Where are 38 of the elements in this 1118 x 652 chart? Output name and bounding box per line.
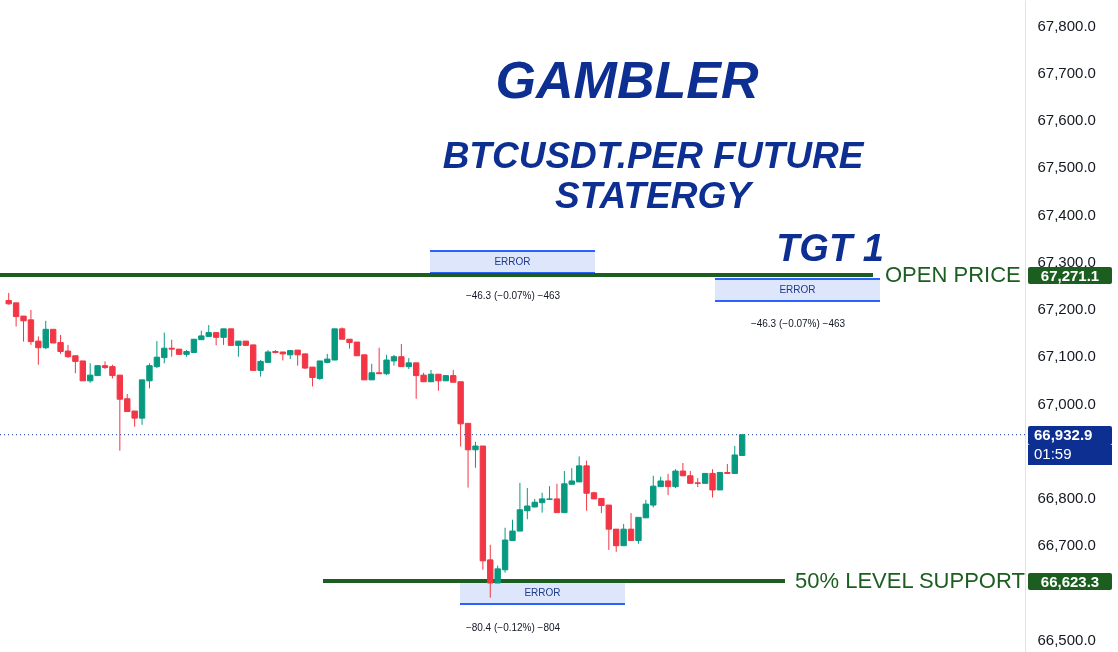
measure-box: ERROR	[430, 250, 595, 274]
candlestick	[664, 473, 672, 496]
candlestick	[398, 343, 405, 368]
y-tick-label: 67,100.0	[1037, 347, 1096, 365]
text: GAMBLER	[495, 50, 759, 110]
annotation: −80.4 (−0.12%) −804	[465, 622, 561, 633]
y-tick-label: 67,600.0	[1037, 111, 1096, 129]
y-tick-label: 67,300.0	[1037, 252, 1096, 270]
measure-box: ERROR	[460, 581, 625, 605]
annotation: TGT 1	[776, 227, 884, 270]
text: 66,623.3	[1028, 573, 1112, 591]
candlestick	[553, 483, 561, 514]
candlestick	[42, 320, 49, 350]
candlestick	[212, 332, 220, 346]
y-tick-label: 66,800.0	[1037, 489, 1096, 506]
y-tick-label: 67,200.0	[1037, 300, 1096, 318]
y-tick-label: 67,400.0	[1037, 205, 1096, 223]
candlestick	[620, 523, 627, 547]
ref-line-label: 50% LEVEL SUPPORT	[795, 567, 1025, 595]
candlestick	[472, 441, 479, 469]
y-tick-label: 67,800.0	[1037, 16, 1096, 34]
text: BTCUSDT.PER FUTURE STATERGY	[441, 135, 866, 216]
ref-line-label: OPEN PRICE	[885, 260, 1021, 289]
candlestick	[709, 468, 716, 498]
text: 01:59	[1028, 445, 1112, 466]
y-tick-label: 67,700.0	[1037, 63, 1096, 81]
candlestick	[627, 512, 635, 541]
y-tick-label: 66,500.0	[1037, 630, 1096, 648]
candlestick	[672, 468, 679, 489]
text: 67,271.1	[1028, 267, 1112, 285]
annotation: −46.3 (−0.07%) −463	[465, 290, 561, 301]
y-tick-label: 67,500.0	[1037, 158, 1096, 176]
candlestick	[375, 347, 383, 375]
annotation: −46.3 (−0.07%) −463	[750, 318, 846, 329]
measure-box: ERROR	[715, 278, 880, 302]
y-tick-label: 67,000.0	[1037, 394, 1096, 412]
y-tick-label: 66,700.0	[1037, 536, 1096, 554]
text: 66,932.9	[1028, 426, 1112, 446]
